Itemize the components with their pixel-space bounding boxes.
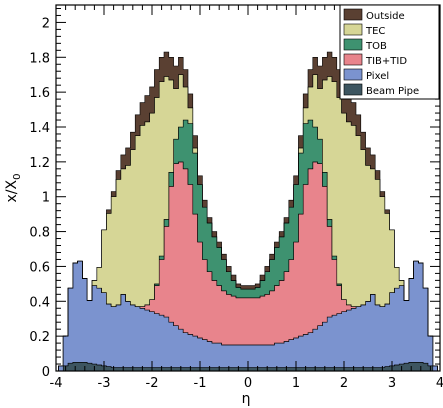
legend-box [339, 4, 440, 100]
legend-swatch-beam-pipe [343, 83, 363, 96]
y-axis-title-subscript: 0 [12, 174, 23, 180]
legend-swatch-tec [343, 23, 363, 36]
x-tick-label: -1 [194, 376, 207, 391]
legend-label-tec: TEC [365, 26, 385, 37]
x-axis-title: η [242, 391, 251, 407]
legend: Outside TEC TOB TIB+TID Pixel Beam Pipe [339, 4, 440, 100]
legend-label-beam-pipe: Beam Pipe [366, 86, 419, 97]
legend-swatch-tib-tid [343, 53, 363, 66]
legend-label-pixel: Pixel [366, 71, 389, 82]
y-tick-label: 1.6 [29, 86, 50, 101]
x-tick-label: 0 [244, 376, 252, 391]
y-axis-title-main: x/X [4, 179, 20, 202]
stacked-areas [56, 51, 440, 372]
y-axis-title: x/X0 [4, 174, 23, 203]
legend-swatch-outside [343, 8, 363, 21]
legend-label-tob: TOB [365, 41, 387, 52]
x-tick-label: -2 [146, 376, 159, 391]
y-tick-label: 0.4 [29, 295, 50, 310]
y-tick-label: 0 [42, 365, 50, 380]
x-tick-label: 2 [340, 376, 348, 391]
legend-swatch-pixel [343, 68, 363, 81]
y-tick-label: 1.4 [29, 121, 50, 136]
y-tick-label: 0.2 [29, 330, 50, 345]
y-tick-label: 1.8 [29, 51, 50, 66]
y-tick-label: 0.8 [29, 226, 50, 241]
y-tick-label: 2 [42, 16, 50, 31]
legend-label-tib-tid: TIB+TID [365, 56, 407, 67]
y-tick-label: 1.2 [29, 156, 50, 171]
y-tick-label: 1 [42, 191, 50, 206]
x-tick-label: 4 [436, 376, 443, 391]
x-tick-label: -4 [50, 376, 63, 391]
legend-label-outside: Outside [366, 11, 405, 22]
legend-swatch-tob [343, 38, 363, 51]
tick-labels: -4 -3 -2 -1 0 1 2 3 4 0 0.2 0.4 0.6 0.8 1 1.2 1.4 1.6 1.8 2 [29, 16, 443, 391]
x-tick-label: 3 [388, 376, 396, 391]
svg-text:x/X0: x/X0 [4, 174, 23, 203]
y-tick-label: 0.6 [29, 260, 50, 275]
x-tick-label: 1 [292, 376, 300, 391]
x-tick-label: -3 [98, 376, 111, 391]
area-outside [56, 51, 440, 372]
